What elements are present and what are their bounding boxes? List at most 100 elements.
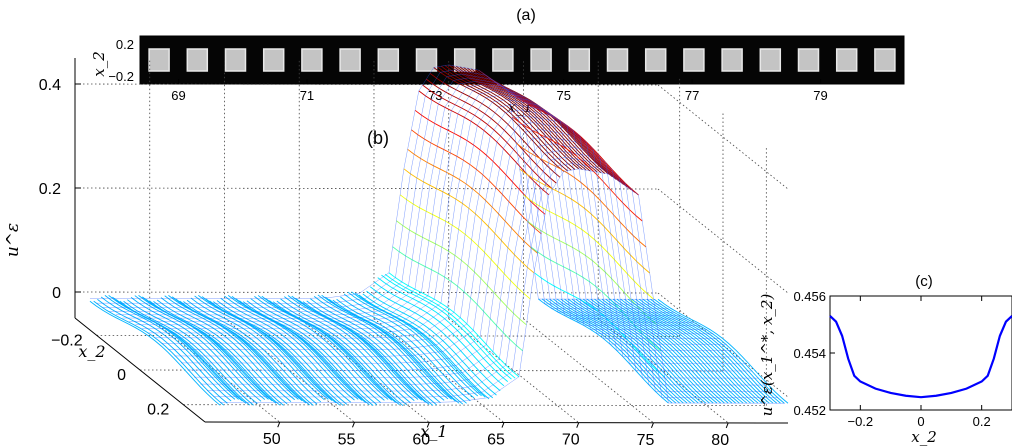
grid-line [657,188,789,294]
surface-mesh-line [149,300,281,406]
panel-a-matrix [139,35,905,85]
surface-mesh-line [340,296,471,402]
surface-mesh-line [396,220,527,326]
x-tick-mark [352,422,355,428]
surface-mesh-line [242,301,374,406]
surface-mesh-line [93,300,224,406]
inclusion-cell [721,48,743,72]
x-tick-label: 60 [412,431,430,447]
surface-mesh-line [366,290,497,396]
surface-mesh-line [134,295,266,400]
panel-c-series-line [829,315,1012,399]
y-tick-label: 0.454 [793,346,826,361]
panel-c-y-label: u^ε(x_1^*, x_2) [758,294,776,417]
surface-mesh-line [523,194,654,300]
surface-mesh-line [362,293,494,399]
surface-mesh-line [526,220,658,326]
inclusion-cell [186,48,209,72]
panel-b-surface-mesh [89,64,789,407]
surface-mesh-line [96,69,662,305]
inclusion-cell [492,48,514,72]
x-tick-mark [576,422,580,428]
x-tick-label: 65 [487,432,505,447]
axis-line [204,421,789,424]
inclusion-cell [683,48,705,72]
x-tick-label: 50 [263,431,281,447]
surface-mesh-line [534,272,665,378]
panel-b-title: (b) [367,128,389,148]
inclusion-cell [148,48,170,72]
surface-mesh-line [280,298,411,404]
inclusion-cell [377,48,400,72]
grid-line [183,404,767,407]
surface-mesh-line [219,168,786,404]
surface-mesh-line [180,129,747,365]
surface-mesh-line [97,299,228,404]
surface-mesh-line [227,295,359,400]
x-tick-label: 75 [637,432,655,447]
surface-mesh-line [179,300,310,406]
grid-line [74,291,659,294]
inclusion-cell [530,48,552,72]
z-tick-label: 0.2 [39,181,61,198]
panel-b-surface: (b) 50 55 60 65 70 75 80 −0.200.2 00.20.4 x_1 … [3,58,789,447]
surface-mesh-line [193,143,760,379]
axis-line [74,317,206,423]
panel-a-y-label: x_2 [90,51,108,77]
surface-mesh-line [272,301,404,407]
surface-mesh-line [160,297,292,402]
surface-mesh-line [164,295,295,401]
surface-mesh-line [369,286,501,392]
surface-mesh-line [373,281,505,387]
surface-mesh-line [224,295,355,401]
panel-b-x-label: x_1 [420,422,447,441]
inclusion-cell [262,48,285,72]
surface-mesh-line [213,163,779,398]
x-tick-label: 70 [562,432,580,447]
surface-mesh-line [194,295,325,401]
inclusion-cell [835,48,858,72]
surface-mesh-line [351,291,482,397]
surface-mesh-line [168,294,299,400]
surface-mesh-line [104,295,236,400]
surface-mesh-line [187,136,753,372]
surface-mesh-line [310,298,441,404]
panel-c-line: (c) −0.2 0 0.2 0.452 0.454 0.456 x_2 u^ε(x_1^… [758,273,1012,446]
x-tick-mark [426,422,430,428]
surface-mesh-line [254,296,385,401]
surface-mesh-line [153,301,284,406]
surface-mesh-line [313,295,445,401]
surface-mesh-line [102,73,669,309]
panel-b-x-ticks: 50 55 60 65 70 75 80 [263,421,729,447]
surface-mesh-line [411,129,542,235]
panel-a-title: (a) [516,7,536,24]
surface-mesh-line [399,194,531,300]
x-tick-label: 0.2 [973,414,991,429]
y-tick-label: 0.452 [793,403,826,418]
surface-mesh-line [519,168,651,274]
surface-mesh-line [183,301,314,406]
panel-b-depth-label: x_2 [78,342,105,361]
panel-a-y-ticks: 0.2 −0.2 [108,37,134,84]
y-tick-label: −0.2 [51,332,83,349]
panel-a-inclusions [148,48,896,72]
surface-mesh-line [515,142,647,248]
inclusion-cell [644,48,667,72]
surface-mesh-line [347,291,479,397]
surface-mesh-line [89,300,221,406]
grid-line [74,187,659,190]
surface-mesh-line [127,299,258,405]
x-tick-mark [725,422,729,429]
y-tick-label: 0 [117,367,126,384]
y-tick-label: −0.2 [108,69,134,84]
inclusion-cell [415,48,438,72]
x-tick-label: 71 [300,88,314,103]
surface-mesh-line [384,273,516,379]
surface-mesh-line [206,157,773,392]
x-tick-label: 80 [711,432,729,447]
panel-b-z-ticks: 0 0.2 0.4 [39,77,81,302]
surface-mesh-line [328,298,460,404]
x-tick-label: 79 [813,88,827,103]
inclusion-cell [797,48,820,72]
